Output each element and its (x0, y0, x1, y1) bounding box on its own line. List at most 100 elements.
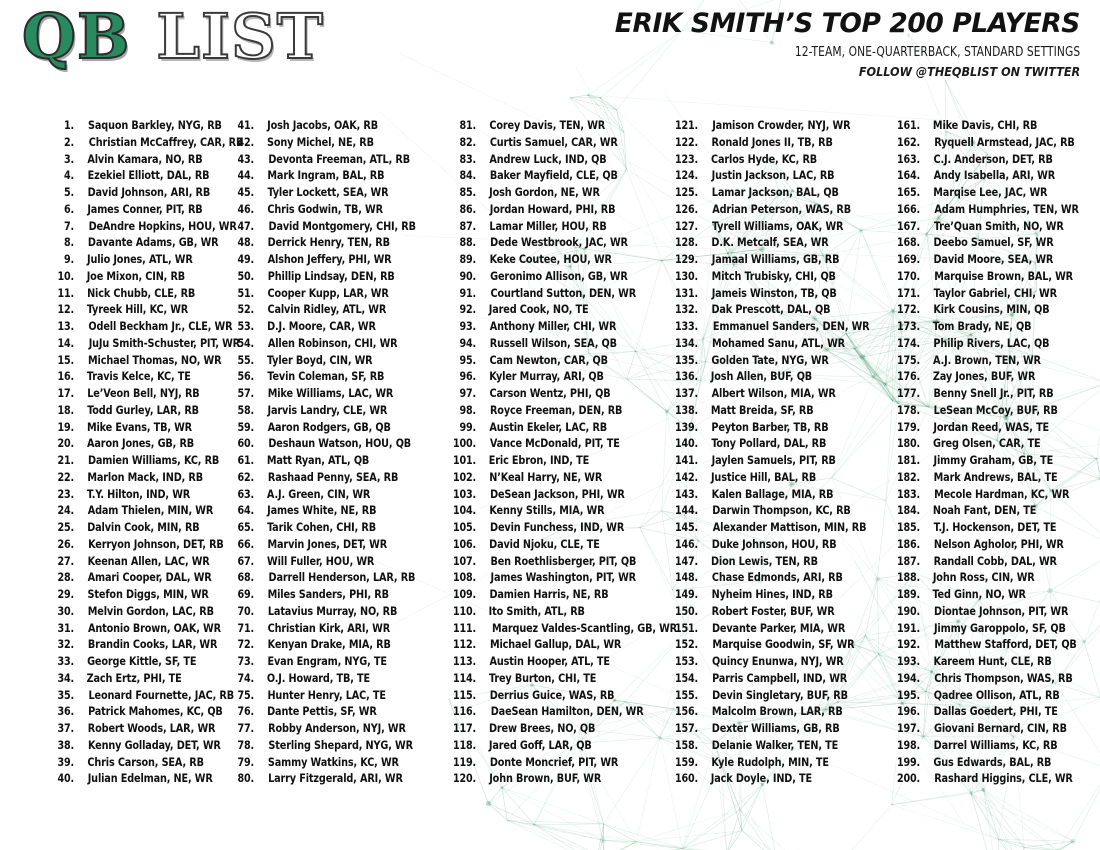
player-entry: Tre’Quan Smith, NO, WR (933, 218, 1064, 233)
rank-number: 21. (57, 453, 74, 467)
rank-number: 141. (674, 453, 698, 467)
ranking-row: 129. Jamaal Williams, GB, RB (672, 252, 880, 269)
player-entry: Austin Ekeler, LAC, RB (489, 419, 608, 434)
ranking-row: 37. Robert Woods, LAR, WR (48, 721, 220, 738)
rank-number: 159. (674, 754, 698, 769)
ranking-row: 164. Andy Isabella, ARI, WR (894, 168, 1100, 185)
ranking-row: 82. Curtis Samuel, CAR, WR (450, 135, 660, 152)
rank-number: 135. (674, 352, 698, 367)
rank-number: 164. (896, 168, 920, 183)
player-entry: Nelson Agholor, PHI, WR (933, 536, 1064, 551)
rank-number: 143. (674, 486, 698, 501)
rank-number: 61. (237, 453, 254, 467)
rank-number: 24. (57, 503, 74, 518)
rank-number: 178. (896, 402, 920, 417)
rank-number: 145. (674, 520, 698, 534)
ranking-row: 109. Damien Harris, NE, RB (450, 587, 660, 604)
player-entry: Josh Jacobs, OAK, RB (267, 118, 378, 132)
player-entry: David Moore, SEA, WR (933, 252, 1054, 266)
ranking-row: 122. Ronald Jones II, TB, RB (672, 135, 880, 152)
ranking-row: 61. Matt Ryan, ATL, QB (228, 453, 440, 470)
player-entry: John Brown, BUF, WR (489, 771, 602, 786)
player-entry: Ben Roethlisberger, PIT, QB (490, 553, 637, 568)
ranking-row: 186. Nelson Agholor, PHI, WR (894, 537, 1100, 554)
rank-number: 154. (674, 670, 698, 685)
player-entry: John Ross, CIN, WR (932, 570, 1035, 585)
player-entry: Darrell Henderson, LAR, RB (268, 570, 416, 585)
rank-number: 187. (896, 553, 920, 568)
rank-number: 144. (674, 503, 698, 518)
rank-number: 130. (674, 268, 698, 283)
ranking-row: 185. T.J. Hockenson, DET, TE (894, 520, 1100, 537)
rank-number: 191. (896, 620, 920, 635)
rank-number: 196. (896, 704, 920, 719)
player-entry: Gus Edwards, BAL, RB (933, 754, 1052, 769)
player-entry: Dalvin Cook, MIN, RB (87, 520, 200, 534)
player-entry: Deebo Samuel, SF, WR (933, 235, 1054, 250)
ranking-row: 158. Delanie Walker, TEN, TE (672, 738, 880, 755)
ranking-row: 142. Justice Hill, BAL, RB (672, 470, 880, 487)
rank-number: 34. (57, 670, 74, 685)
ranking-row: 42. Sony Michel, NE, RB (228, 135, 440, 152)
player-entry: Kerryon Johnson, DET, RB (88, 536, 224, 551)
player-entry: T.J. Hockenson, DET, TE (933, 520, 1057, 534)
rank-number: 117. (452, 721, 476, 735)
ranking-row: 119. Donte Moncrief, PIT, WR (450, 755, 660, 772)
rank-number: 194. (896, 670, 920, 685)
ranking-row: 145. Alexander Mattison, MIN, RB (672, 520, 880, 537)
ranking-row: 179. Jordan Reed, WAS, TE (894, 420, 1100, 437)
rank-number: 124. (674, 168, 698, 183)
rank-number: 107. (452, 553, 476, 568)
rank-number: 185. (896, 520, 920, 534)
ranking-row: 100. Vance McDonald, PIT, TE (450, 436, 660, 453)
player-entry: D.J. Moore, CAR, WR (267, 319, 376, 333)
rank-number: 63. (237, 486, 254, 501)
player-entry: Devin Singletary, BUF, RB (712, 687, 848, 702)
ranking-row: 26. Kerryon Johnson, DET, RB (48, 537, 223, 554)
player-entry: Kyle Rudolph, MIN, TE (711, 754, 829, 769)
ranking-row: 98. Royce Freeman, DEN, RB (450, 403, 660, 420)
ranking-row: 57. Mike Williams, LAC, WR (228, 386, 440, 403)
rankings-columns: 1. Saquon Barkley, NYG, RB 2. Christian McC… (0, 118, 1100, 788)
player-entry: Deshaun Watson, HOU, QB (268, 436, 412, 451)
ranking-row: 168. Deebo Samuel, SF, WR (894, 235, 1100, 252)
ranking-row: 134. Mohamed Sanu, ATL, WR (672, 336, 880, 353)
rank-number: 35. (57, 687, 74, 702)
ranking-row: 188. John Ross, CIN, WR (894, 570, 1100, 587)
ranking-row: 121. Jamison Crowder, NYJ, WR (672, 118, 880, 135)
player-entry: Kalen Ballage, MIA, RB (711, 486, 834, 501)
ranking-row: 79. Sammy Watkins, KC, WR (228, 755, 440, 772)
ranking-row: 163. C.J. Anderson, DET, RB (894, 152, 1100, 169)
rank-number: 17. (57, 386, 74, 400)
player-entry: Alexander Mattison, MIN, RB (712, 520, 867, 534)
ranking-row: 52. Calvin Ridley, ATL, WR (228, 302, 440, 319)
ranking-row: 97. Carson Wentz, PHI, QB (450, 386, 660, 403)
ranking-row: 173. Tom Brady, NE, QB (894, 319, 1100, 336)
rank-number: 163. (896, 151, 920, 166)
ranking-row: 192. Matthew Stafford, DET, QB (894, 637, 1100, 654)
rank-number: 4. (63, 168, 74, 183)
rank-number: 152. (674, 637, 698, 652)
player-entry: Phillip Lindsay, DEN, RB (267, 268, 395, 283)
ranking-row: 146. Duke Johnson, HOU, RB (672, 537, 880, 554)
ranking-row: 2. Christian McCaffrey, CAR, RB (48, 135, 243, 152)
player-entry: Christian McCaffrey, CAR, RB (88, 134, 244, 149)
rank-number: 126. (674, 201, 698, 216)
rank-number: 183. (896, 486, 920, 501)
ranking-row: 9. Julio Jones, ATL, WR (48, 252, 220, 269)
page-header: QB LIST ERIK SMITH’S TOP 200 PLAYERS 12-… (0, 0, 1100, 110)
ranking-row: 89. Keke Coutee, HOU, WR (450, 252, 660, 269)
player-entry: Chris Godwin, TB, WR (267, 201, 383, 216)
player-entry: Kareem Hunt, CLE, RB (933, 654, 1052, 668)
player-entry: Darrel Williams, KC, RB (933, 737, 1058, 752)
player-entry: Sony Michel, NE, RB (267, 134, 374, 149)
rank-number: 166. (896, 201, 920, 216)
ranking-row: 16. Travis Kelce, KC, TE (48, 369, 220, 386)
player-entry: Curtis Samuel, CAR, WR (489, 134, 618, 149)
rank-number: 15. (57, 352, 74, 367)
player-entry: Keke Coutee, HOU, WR (489, 252, 612, 266)
rank-number: 113. (452, 654, 476, 668)
ranking-row: 50. Phillip Lindsay, DEN, RB (228, 269, 440, 286)
player-entry: Noah Fant, DEN, TE (932, 503, 1037, 518)
player-entry: Jimmy Graham, GB, TE (933, 453, 1054, 467)
